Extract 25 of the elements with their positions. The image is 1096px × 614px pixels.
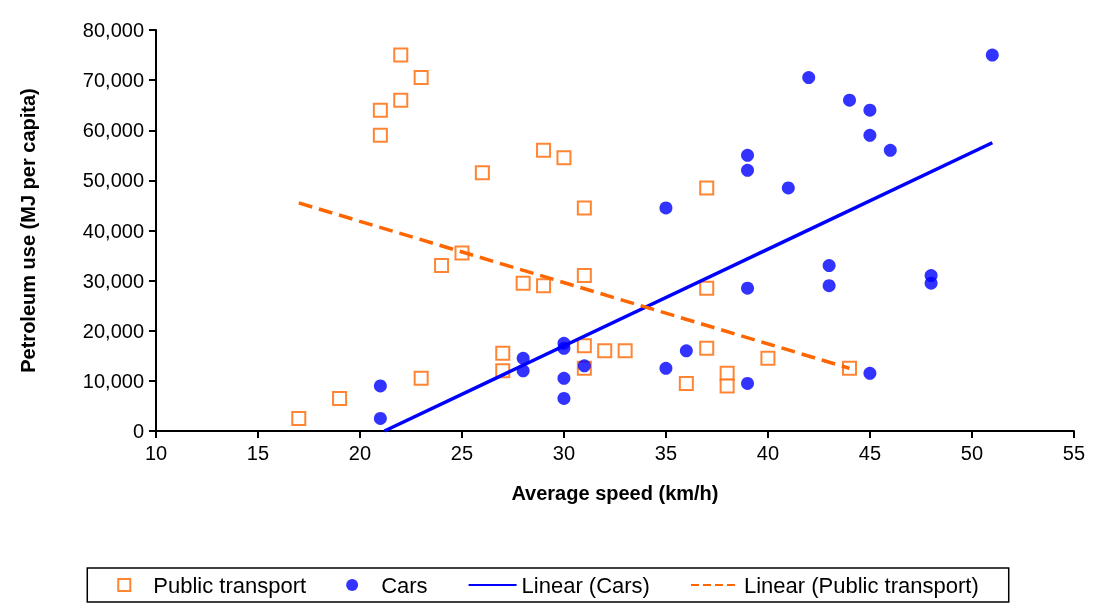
y-tick-label: 40,000 <box>82 219 144 242</box>
y-tick-label: 10,000 <box>82 369 144 392</box>
y-tick-label: 20,000 <box>82 319 144 342</box>
legend-label: Linear (Public transport) <box>743 572 979 598</box>
legend-label: Linear (Cars) <box>521 572 650 598</box>
x-axis-title: Average speed (km/h) <box>511 482 719 504</box>
y-tick-label: 80,000 <box>82 19 144 41</box>
x-tick-label: 20 <box>348 442 372 464</box>
x-tick-label: 45 <box>858 442 882 464</box>
x-tick-label: 35 <box>654 442 678 464</box>
x-tick-label: 15 <box>246 442 270 464</box>
x-tick-label: 30 <box>552 442 576 464</box>
x-tick-label: 25 <box>450 442 474 464</box>
y-tick-label: 50,000 <box>82 169 144 192</box>
y-tick-label: 60,000 <box>82 119 144 142</box>
x-tick-label: 10 <box>144 442 168 464</box>
x-tick-label: 50 <box>960 442 984 464</box>
x-tick-label: 40 <box>756 442 780 464</box>
y-axis-title: Petroleum use (MJ per capita) <box>17 88 39 373</box>
y-tick-label: 30,000 <box>82 269 144 292</box>
y-tick-label: 70,000 <box>82 69 144 92</box>
x-tick-label: 55 <box>1062 442 1085 464</box>
legend-label: Public transport <box>153 572 307 598</box>
y-tick-label: 0 <box>132 420 144 442</box>
legend-label: Cars <box>381 572 428 598</box>
